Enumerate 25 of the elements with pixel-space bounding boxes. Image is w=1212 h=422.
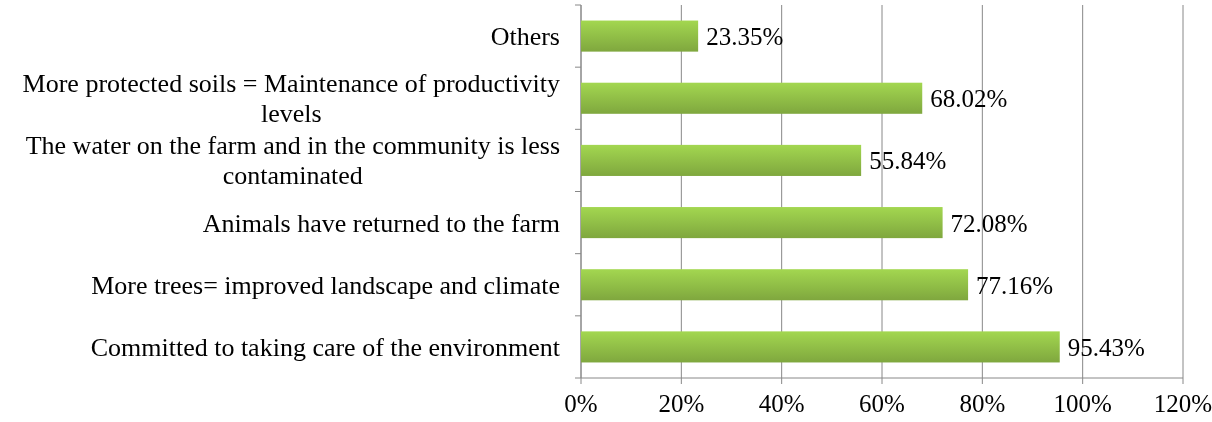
data-label: 77.16% (976, 271, 1054, 299)
x-tick-label: 0% (564, 390, 598, 417)
data-label: 95.43% (1067, 333, 1145, 361)
y-tick-label: More protected soils = Maintenance of productivity levels (22, 69, 560, 129)
bar (581, 82, 923, 114)
data-label: 72.08% (950, 209, 1028, 237)
y-tick-label: Others (490, 22, 560, 52)
y-tick-label: Committed to taking care of the environment (90, 332, 561, 362)
data-label: 23.35% (706, 23, 784, 51)
bar (581, 20, 699, 52)
y-tick-label: Animals have returned to the farm (202, 208, 560, 238)
y-tick-label: The water on the farm and in the community is less contaminated (25, 131, 560, 191)
data-label: 68.02% (930, 85, 1008, 113)
bar (581, 331, 1060, 363)
data-label: 55.84% (869, 147, 947, 175)
x-tick-label: 80% (959, 390, 1006, 417)
bar (581, 269, 969, 301)
x-tick-label: 100% (1053, 390, 1112, 417)
bar (581, 207, 943, 239)
x-tick-label: 60% (859, 390, 905, 417)
bar (581, 144, 862, 176)
x-tick-label: 40% (758, 390, 805, 417)
x-tick-label: 20% (658, 390, 705, 417)
y-tick-label: More trees= improved landscape and climate (91, 270, 560, 300)
x-tick-label: 120% (1153, 390, 1212, 417)
